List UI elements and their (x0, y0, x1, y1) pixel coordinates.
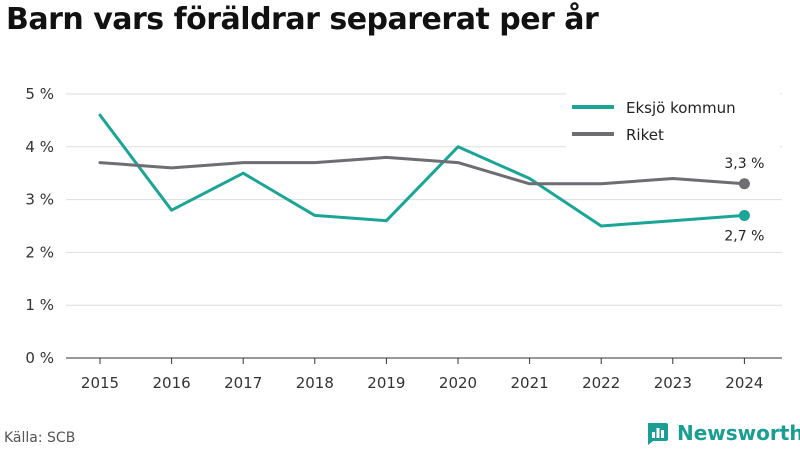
y-tick-label: 5 % (25, 85, 54, 103)
series-line-riket (98, 155, 746, 186)
line-chart: 0 % 1 % 2 % 3 % 4 % 5 % 2015 2016 2017 2018 2019 20… (25, 85, 782, 392)
y-tick-label: 2 % (25, 243, 54, 261)
brand-logo[interactable]: Newsworthy (645, 420, 800, 446)
y-tick-label: 4 % (25, 138, 54, 156)
x-tick-label: 2016 (153, 374, 191, 392)
source-note: Källa: SCB (4, 430, 76, 446)
end-point (738, 178, 750, 190)
x-tick-label: 2018 (296, 374, 334, 392)
newsworthy-logo-icon (648, 423, 668, 445)
chart-title: Barn vars föräldrar separerat per år (6, 2, 599, 37)
x-tick-label: 2015 (81, 374, 119, 392)
end-value-label: 3,3 % (724, 156, 764, 172)
legend-background (566, 92, 780, 148)
x-tick-label: 2019 (367, 374, 405, 392)
x-tick-label: 2024 (725, 374, 763, 392)
y-tick-label: 0 % (25, 349, 54, 367)
end-labels: 2,7 % 3,3 % (724, 156, 764, 245)
brand-name: Newsworthy (677, 421, 800, 445)
end-point (738, 209, 750, 221)
series-line-eksjo (98, 113, 746, 228)
y-tick-label: 3 % (25, 191, 54, 209)
end-value-label: 2,7 % (724, 228, 764, 244)
y-tick-label: 1 % (25, 296, 54, 314)
axes: 0 % 1 % 2 % 3 % 4 % 5 % 2015 2016 2017 2018 2019 20… (25, 85, 782, 392)
series-lines (98, 113, 750, 228)
gridlines (66, 93, 782, 306)
x-tick-label: 2020 (439, 374, 477, 392)
x-tick-label: 2023 (654, 374, 692, 392)
legend-label: Riket (626, 126, 664, 144)
legend-label: Eksjö kommun (626, 99, 736, 117)
x-tick-label: 2021 (511, 374, 549, 392)
x-tick-label: 2022 (582, 374, 620, 392)
legend: Eksjö kommun Riket (566, 92, 780, 148)
x-tick-label: 2017 (224, 374, 262, 392)
